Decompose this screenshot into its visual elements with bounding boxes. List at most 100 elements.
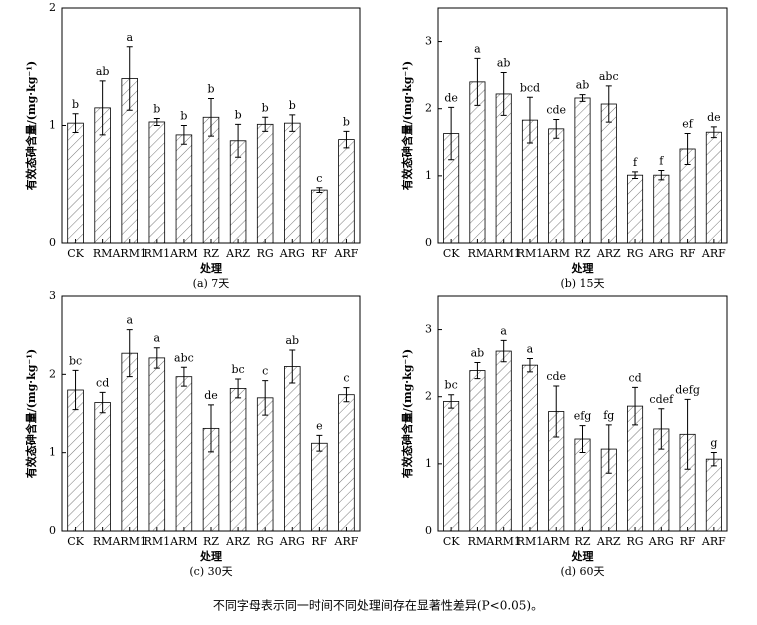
error-bar — [605, 85, 612, 123]
x-tick-label: ARZ — [596, 535, 621, 548]
error-bar — [289, 114, 296, 132]
significance-letter: de — [707, 111, 721, 124]
error-bar — [343, 387, 350, 403]
bar — [548, 128, 565, 244]
y-axis-label: 有效态砷含量/(mg·kg⁻¹) — [24, 349, 38, 479]
bar — [338, 139, 355, 244]
significance-letter: cde — [546, 370, 566, 383]
error-bar — [448, 106, 455, 161]
y-tick-label: 0 — [425, 236, 432, 249]
y-axis-label: 有效态砷含量/(mg·kg⁻¹) — [400, 349, 414, 479]
significance-letter: cd — [96, 376, 109, 389]
bar — [705, 131, 722, 244]
x-tick-label: RZ — [203, 535, 219, 548]
y-tick-label: 2 — [425, 102, 432, 115]
x-tick-label: ARZ — [225, 247, 250, 260]
error-bar — [126, 329, 133, 378]
significance-letter: bc — [445, 379, 458, 392]
error-bar — [553, 118, 560, 139]
significance-letter: abc — [599, 70, 619, 83]
x-tick-label: ARZ — [596, 247, 621, 260]
error-bar — [526, 96, 533, 144]
significance-letter: b — [235, 108, 242, 121]
bar — [67, 122, 84, 244]
significance-letter: cdef — [649, 393, 674, 406]
significance-letter: a — [474, 42, 481, 55]
significance-letter: g — [710, 436, 717, 449]
bar — [284, 366, 301, 532]
error-bar — [208, 97, 214, 137]
bar — [121, 352, 138, 532]
error-bar — [632, 386, 639, 426]
caption: (a) 7天 — [193, 277, 230, 290]
error-bar — [316, 187, 323, 193]
error-bar — [289, 349, 296, 384]
x-tick-label: ARF — [334, 247, 359, 260]
bar — [600, 103, 617, 244]
error-bar — [262, 380, 269, 416]
bar — [229, 388, 247, 532]
error-bar — [605, 424, 612, 474]
x-tick-label: ARM1 — [111, 535, 147, 548]
error-bar — [658, 169, 665, 181]
significance-letter: efg — [574, 410, 592, 423]
significance-letter: b — [153, 102, 160, 115]
bar — [311, 189, 328, 244]
error-bar — [235, 378, 242, 399]
error-bar — [553, 385, 560, 438]
x-tick-label: RM1 — [144, 247, 171, 260]
error-bar — [684, 133, 691, 165]
error-bar — [235, 123, 242, 158]
x-tick-label: ARG — [648, 535, 674, 548]
x-tick-label: ARG — [648, 247, 674, 260]
error-bar — [153, 117, 160, 126]
significance-letter: abc — [174, 351, 194, 364]
y-tick-label: 1 — [425, 457, 432, 470]
x-tick-label: ARM — [541, 247, 570, 260]
x-tick-label: ARM — [169, 535, 198, 548]
bar — [443, 401, 460, 532]
x-tick-label: RG — [257, 247, 274, 260]
x-tick-label: RM — [468, 535, 488, 548]
bar — [338, 394, 355, 532]
significance-letter: bc — [69, 354, 82, 367]
significance-letter: ab — [285, 334, 299, 347]
x-tick-label: ARZ — [225, 535, 250, 548]
bar — [284, 122, 301, 244]
bar — [495, 350, 512, 532]
x-tick-label: ARF — [334, 535, 359, 548]
significance-letter: defg — [675, 383, 700, 396]
caption: (b) 15天 — [560, 277, 604, 290]
error-bar — [180, 366, 187, 387]
error-bar — [684, 398, 691, 470]
y-tick-label: 2 — [49, 367, 56, 380]
x-tick-label: ARF — [701, 535, 726, 548]
significance-letter: de — [204, 389, 218, 402]
y-tick-label: 3 — [49, 289, 56, 302]
x-tick-label: CK — [67, 247, 84, 260]
x-tick-label: RG — [257, 535, 274, 548]
significance-letter: e — [316, 419, 323, 432]
significance-letter: a — [126, 314, 133, 327]
y-tick-label: 1 — [425, 169, 432, 182]
x-tick-label: ARM — [169, 247, 198, 260]
bar — [653, 174, 670, 244]
x-tick-label: RM1 — [517, 247, 544, 260]
significance-letter: b — [180, 110, 187, 123]
significance-letter: f — [633, 156, 638, 169]
error-bar — [180, 125, 187, 145]
caption: (d) 60天 — [560, 565, 604, 578]
error-bar — [72, 113, 79, 134]
x-tick-label: RF — [311, 535, 327, 548]
bar — [574, 97, 591, 244]
significance-letter: b — [262, 101, 269, 114]
significance-letter: cde — [546, 103, 566, 116]
error-bar — [579, 94, 586, 102]
error-bar — [526, 357, 533, 373]
y-tick-label: 0 — [425, 524, 432, 537]
y-tick-label: 2 — [49, 1, 56, 14]
x-tick-label: RM1 — [517, 535, 544, 548]
significance-letter: de — [444, 91, 458, 104]
significance-letter: f — [659, 154, 664, 167]
